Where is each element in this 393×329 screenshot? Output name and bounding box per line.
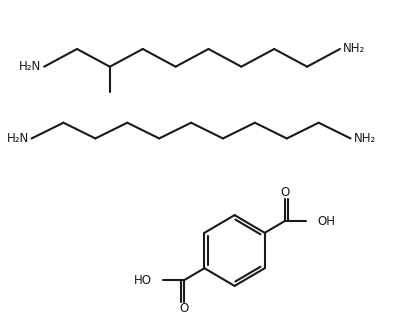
Text: NH₂: NH₂ bbox=[353, 132, 376, 145]
Text: O: O bbox=[280, 186, 289, 199]
Text: O: O bbox=[180, 302, 189, 315]
Text: OH: OH bbox=[318, 215, 336, 228]
Text: H₂N: H₂N bbox=[19, 60, 41, 73]
Text: NH₂: NH₂ bbox=[343, 42, 365, 56]
Text: HO: HO bbox=[134, 273, 151, 287]
Text: H₂N: H₂N bbox=[6, 132, 29, 145]
